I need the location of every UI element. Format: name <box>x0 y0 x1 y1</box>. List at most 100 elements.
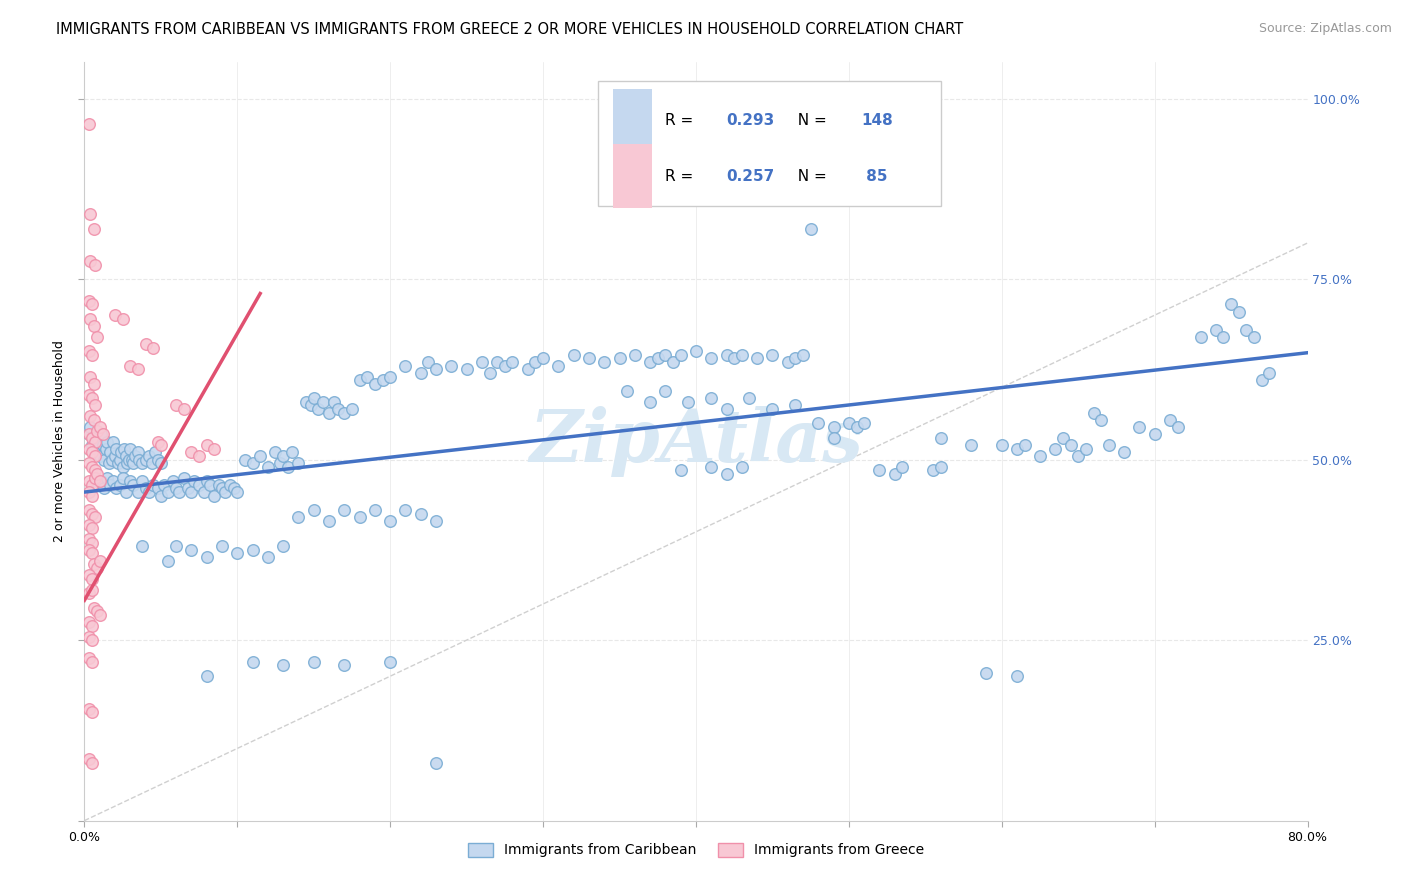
Point <box>80 572 103 586</box>
Point <box>77 344 100 359</box>
Point <box>121 452 143 467</box>
Point <box>167 485 190 500</box>
Point <box>1205 323 1227 337</box>
Point <box>211 482 233 496</box>
Point <box>883 467 905 481</box>
Point <box>142 341 165 355</box>
Point <box>340 402 363 417</box>
Point <box>77 702 100 716</box>
Point <box>80 535 103 549</box>
Point <box>716 467 738 481</box>
Legend: Immigrants from Caribbean, Immigrants from Greece: Immigrants from Caribbean, Immigrants fr… <box>463 837 929 863</box>
Point <box>127 362 149 376</box>
Point <box>195 669 218 683</box>
Point <box>214 485 236 500</box>
Point <box>77 752 100 766</box>
Point <box>89 420 111 434</box>
Point <box>108 452 131 467</box>
Point <box>96 434 118 449</box>
Point <box>80 655 103 669</box>
Point <box>80 582 103 597</box>
Point <box>312 394 335 409</box>
Text: N =: N = <box>787 169 831 184</box>
Point <box>478 366 501 380</box>
Point <box>409 507 432 521</box>
Point <box>264 445 287 459</box>
Point <box>120 359 142 373</box>
Point <box>785 399 807 413</box>
Point <box>84 258 107 272</box>
Point <box>202 442 225 456</box>
Point <box>80 438 103 452</box>
Point <box>131 456 153 470</box>
Point <box>761 402 783 417</box>
Point <box>122 478 145 492</box>
Text: ZipAtlas: ZipAtlas <box>529 406 863 477</box>
Point <box>1045 442 1067 456</box>
Point <box>638 355 661 369</box>
Point <box>271 658 294 673</box>
Point <box>328 402 350 417</box>
Point <box>302 391 325 405</box>
Text: 0.293: 0.293 <box>727 113 775 128</box>
Point <box>1005 442 1028 456</box>
Point <box>77 630 100 644</box>
Point <box>141 456 163 470</box>
Point <box>616 384 638 398</box>
Point <box>124 449 146 463</box>
Point <box>173 470 195 484</box>
Point <box>891 459 914 474</box>
Point <box>394 503 416 517</box>
Point <box>700 351 723 366</box>
Point <box>111 311 134 326</box>
Point <box>224 482 246 496</box>
Point <box>1189 330 1212 344</box>
Point <box>318 514 340 528</box>
Point <box>226 485 249 500</box>
Point <box>307 402 329 417</box>
Point <box>1067 449 1090 463</box>
Point <box>84 431 107 445</box>
Point <box>807 417 830 431</box>
Point <box>97 456 120 470</box>
Point <box>149 456 172 470</box>
Point <box>105 482 128 496</box>
Point <box>302 655 325 669</box>
Point <box>685 344 707 359</box>
Point <box>195 438 218 452</box>
Text: IMMIGRANTS FROM CARIBBEAN VS IMMIGRANTS FROM GREECE 2 OR MORE VEHICLES IN HOUSEH: IMMIGRANTS FROM CARIBBEAN VS IMMIGRANTS … <box>56 22 963 37</box>
Point <box>425 756 447 770</box>
Point <box>456 362 478 376</box>
Point <box>104 308 127 322</box>
FancyBboxPatch shape <box>598 81 941 207</box>
Point <box>101 452 124 467</box>
Point <box>761 348 783 362</box>
Point <box>322 394 344 409</box>
Point <box>122 456 145 470</box>
Point <box>157 554 180 568</box>
Point <box>486 355 509 369</box>
Point <box>98 478 121 492</box>
Point <box>153 478 176 492</box>
Point <box>1236 323 1258 337</box>
Point <box>471 355 494 369</box>
Point <box>111 470 134 484</box>
Point <box>349 373 371 387</box>
Point <box>83 600 105 615</box>
Point <box>79 311 101 326</box>
Point <box>991 438 1014 452</box>
Point <box>135 452 157 467</box>
Point <box>77 532 100 546</box>
Point <box>869 463 891 477</box>
Point <box>1128 420 1150 434</box>
Point <box>716 348 738 362</box>
Point <box>516 362 538 376</box>
Point <box>747 351 769 366</box>
Point <box>77 568 100 582</box>
Point <box>80 521 103 535</box>
Point <box>80 459 103 474</box>
Point <box>380 514 402 528</box>
Point <box>80 633 103 648</box>
Point <box>800 221 823 235</box>
Point <box>1159 413 1181 427</box>
